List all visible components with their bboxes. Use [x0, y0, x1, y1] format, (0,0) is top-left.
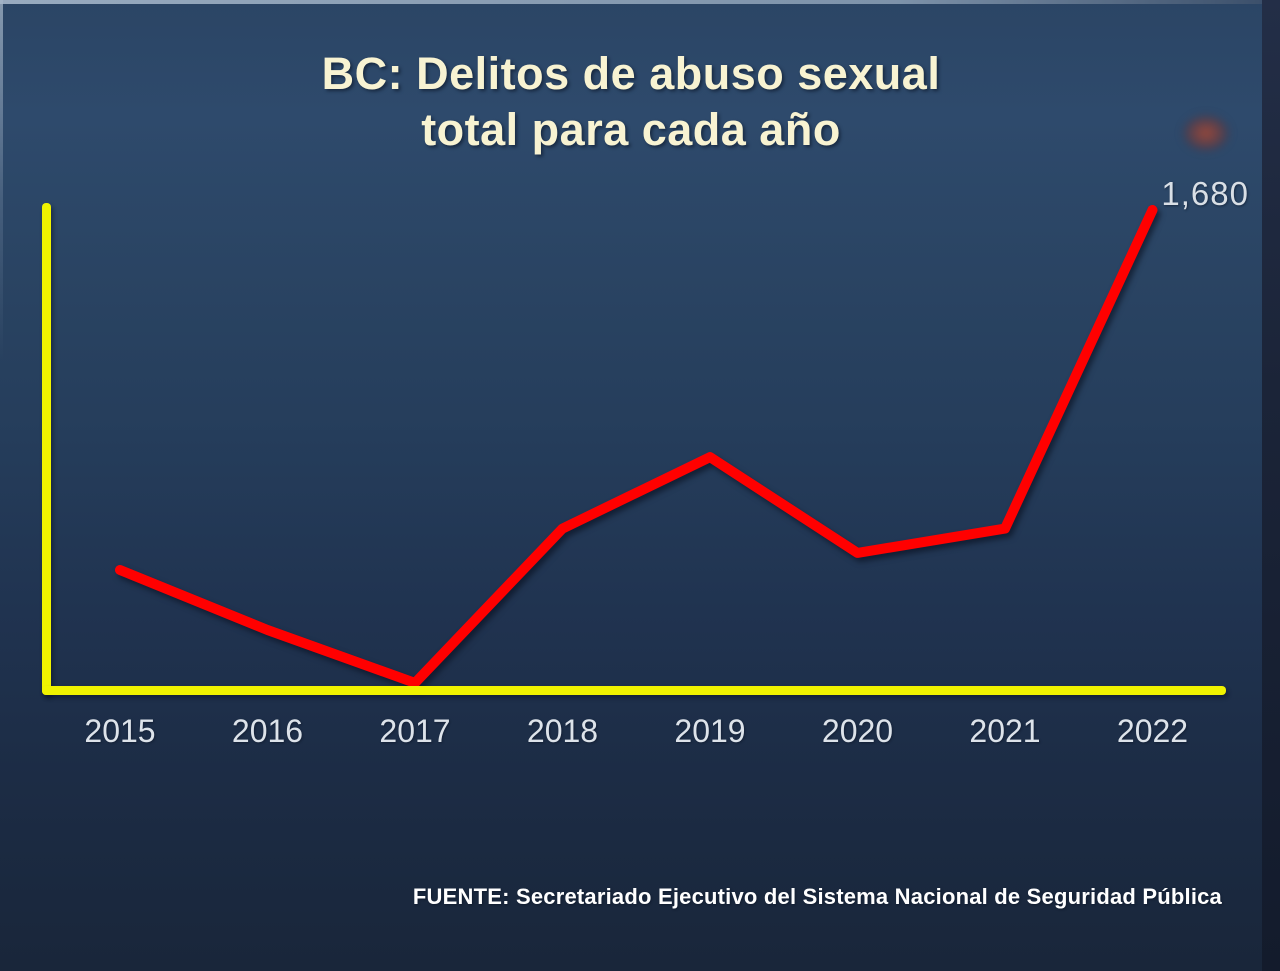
x-axis-label: 2016 — [231, 713, 304, 749]
top-edge-highlight — [0, 0, 1280, 4]
x-axis-label: 2018 — [526, 713, 599, 749]
chart-title: BC: Delitos de abuso sexual total para c… — [0, 46, 1262, 158]
chart-title-line-1: BC: Delitos de abuso sexual — [321, 48, 941, 99]
x-axis-label: 2017 — [379, 713, 451, 749]
crime-trend-line — [115, 205, 1158, 688]
chart-title-line-2: total para cada año — [421, 104, 841, 155]
left-edge-highlight — [0, 0, 3, 360]
y-axis — [42, 203, 51, 695]
right-margin-strip — [1262, 0, 1280, 971]
x-axis-label: 2022 — [1116, 713, 1189, 749]
source-caption: FUENTE: Secretariado Ejecutivo del Siste… — [412, 884, 1222, 909]
x-axis-label: 2021 — [969, 713, 1041, 749]
x-axis-labels: 2015 2016 2017 2018 2019 2020 2021 2022 — [0, 713, 1262, 755]
value-label-2022: 1,680 — [1161, 175, 1249, 212]
x-axis-label: 2020 — [821, 713, 894, 749]
x-axis — [42, 686, 1226, 695]
x-axis-label: 2019 — [674, 713, 746, 749]
red-dot-icon — [1182, 114, 1230, 152]
x-axis-label: 2015 — [84, 713, 156, 749]
